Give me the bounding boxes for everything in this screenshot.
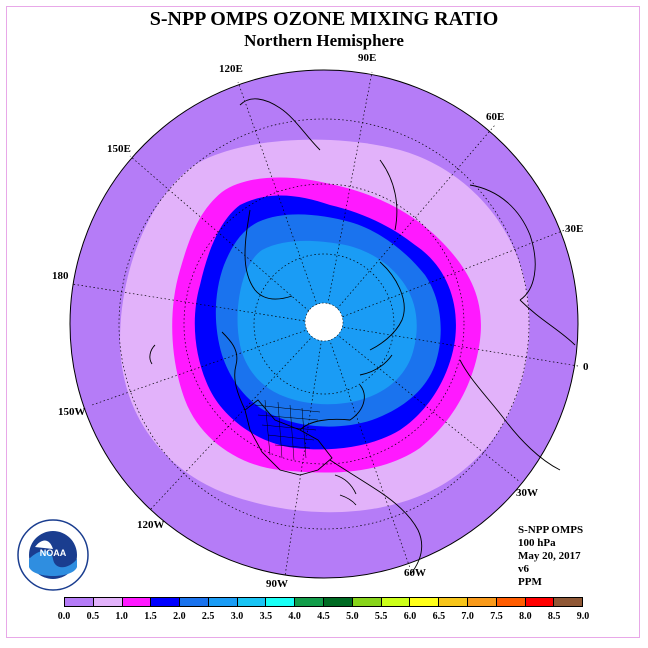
figure-frame [6, 6, 640, 638]
colorbar-tick-label: 8.0 [519, 611, 532, 622]
colorbar-ticks: 0.0 0.5 1.0 1.5 2.0 2.5 3.0 3.5 4.0 4.5 5.0 5.5 6.0 6… [58, 611, 590, 623]
product-info: S-NPP OMPS 100 hPa May 20, 2017 v6 PPM [518, 524, 583, 589]
info-level: 100 hPa [518, 537, 556, 549]
map-title: S-NPP OMPS OZONE MIXING RATIO [149, 8, 499, 30]
lon-label-60w: 60W [404, 567, 426, 579]
colorbar-swatch [208, 598, 238, 606]
colorbar-swatch [525, 598, 555, 606]
colorbar-tick-label: 2.0 [173, 611, 186, 622]
colorbar-tick-label: 6.0 [403, 611, 417, 622]
colorbar [64, 597, 583, 607]
colorbar-swatch [151, 598, 181, 606]
colorbar-swatch [410, 598, 440, 606]
noaa-logo-text: NOAA [40, 548, 67, 558]
usa-grid-overlay [254, 399, 321, 461]
colorbar-swatch [295, 598, 325, 606]
ozone-field [70, 70, 578, 578]
colorbar-swatch [467, 598, 497, 606]
colorbar-tick-label: 3.5 [259, 611, 273, 622]
colorbar-swatch [352, 598, 382, 606]
info-units: PPM [518, 576, 542, 588]
info-date: May 20, 2017 [518, 550, 581, 562]
lon-label-180: 180 [52, 270, 69, 282]
colorbar-tick-label: 8.5 [547, 611, 561, 622]
colorbar-tick-label: 5.0 [346, 611, 359, 622]
coastlines [149, 98, 576, 576]
colorbar-tick-label: 1.0 [115, 611, 128, 622]
lon-label-90w: 90W [266, 578, 288, 590]
colorbar-tick-label: 4.0 [288, 611, 301, 622]
colorbar-swatch [439, 598, 468, 606]
colorbar-swatch [266, 598, 296, 606]
noaa-logo: NOAA [17, 519, 89, 591]
lon-label-120w: 120W [137, 519, 165, 531]
colorbar-tick-label: 7.5 [490, 611, 503, 622]
info-version: v6 [518, 563, 529, 575]
map-boundary [69, 69, 579, 579]
colorbar-swatch [324, 598, 353, 606]
map-subtitle: Northern Hemisphere [244, 31, 404, 50]
colorbar-tick-label: 6.5 [432, 611, 446, 622]
colorbar-swatch [381, 598, 411, 606]
colorbar-tick-label: 1.5 [144, 611, 157, 622]
graticule [71, 71, 579, 577]
colorbar-swatch [122, 598, 152, 606]
colorbar-tick-label: 4.5 [317, 611, 330, 622]
lon-label-30w: 30W [516, 487, 538, 499]
colorbar-swatch [180, 598, 209, 606]
lon-label-150w: 150W [58, 406, 86, 418]
colorbar-swatch [65, 598, 94, 606]
colorbar-swatch [496, 598, 526, 606]
info-product: S-NPP OMPS [518, 524, 584, 536]
polar-gap [304, 302, 344, 342]
colorbar-tick-label: 9.0 [576, 611, 590, 622]
lon-label-90e: 90E [358, 52, 377, 64]
lon-label-0: 0 [583, 361, 589, 373]
colorbar-tick-label: 0.5 [86, 611, 100, 622]
colorbar-swatch [93, 598, 123, 606]
lon-label-30e: 30E [565, 223, 584, 235]
colorbar-tick-label: 3.0 [230, 611, 244, 622]
colorbar-swatch [554, 598, 583, 606]
colorbar-tick-label: 7.0 [461, 611, 474, 622]
colorbar-tick-label: 0.0 [57, 611, 71, 622]
lon-label-150e: 150E [107, 143, 131, 155]
colorbar-tick-label: 2.5 [201, 611, 215, 622]
colorbar-tick-label: 5.5 [374, 611, 388, 622]
colorbar-swatch [237, 598, 267, 606]
lon-label-120e: 120E [219, 63, 243, 75]
lon-label-60e: 60E [486, 111, 505, 123]
